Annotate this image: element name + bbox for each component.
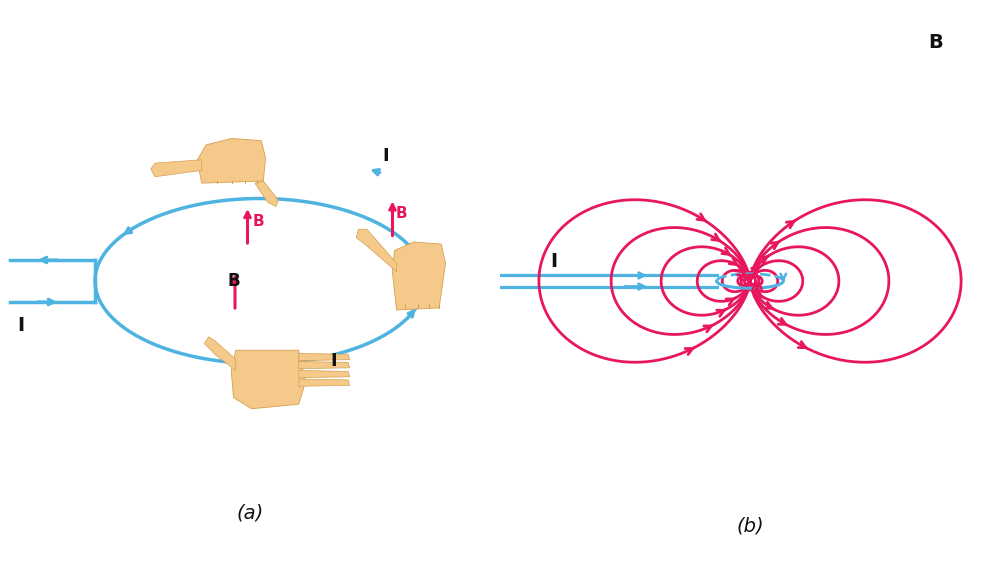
Polygon shape <box>255 181 278 206</box>
Polygon shape <box>299 361 350 369</box>
Text: B: B <box>928 33 943 52</box>
Text: I: I <box>18 316 25 335</box>
Polygon shape <box>204 337 236 370</box>
Polygon shape <box>356 229 397 272</box>
Polygon shape <box>299 353 350 361</box>
Polygon shape <box>299 370 350 378</box>
Text: (a): (a) <box>236 504 264 523</box>
Text: I: I <box>550 252 557 271</box>
Polygon shape <box>392 242 446 310</box>
Text: B: B <box>396 206 408 221</box>
Polygon shape <box>151 160 202 177</box>
Text: I: I <box>330 352 337 370</box>
Polygon shape <box>231 350 306 409</box>
Text: (b): (b) <box>736 516 764 535</box>
Text: B: B <box>228 272 240 290</box>
Polygon shape <box>198 138 266 183</box>
Polygon shape <box>299 379 350 386</box>
Text: I: I <box>382 147 389 165</box>
Text: B: B <box>252 214 264 229</box>
